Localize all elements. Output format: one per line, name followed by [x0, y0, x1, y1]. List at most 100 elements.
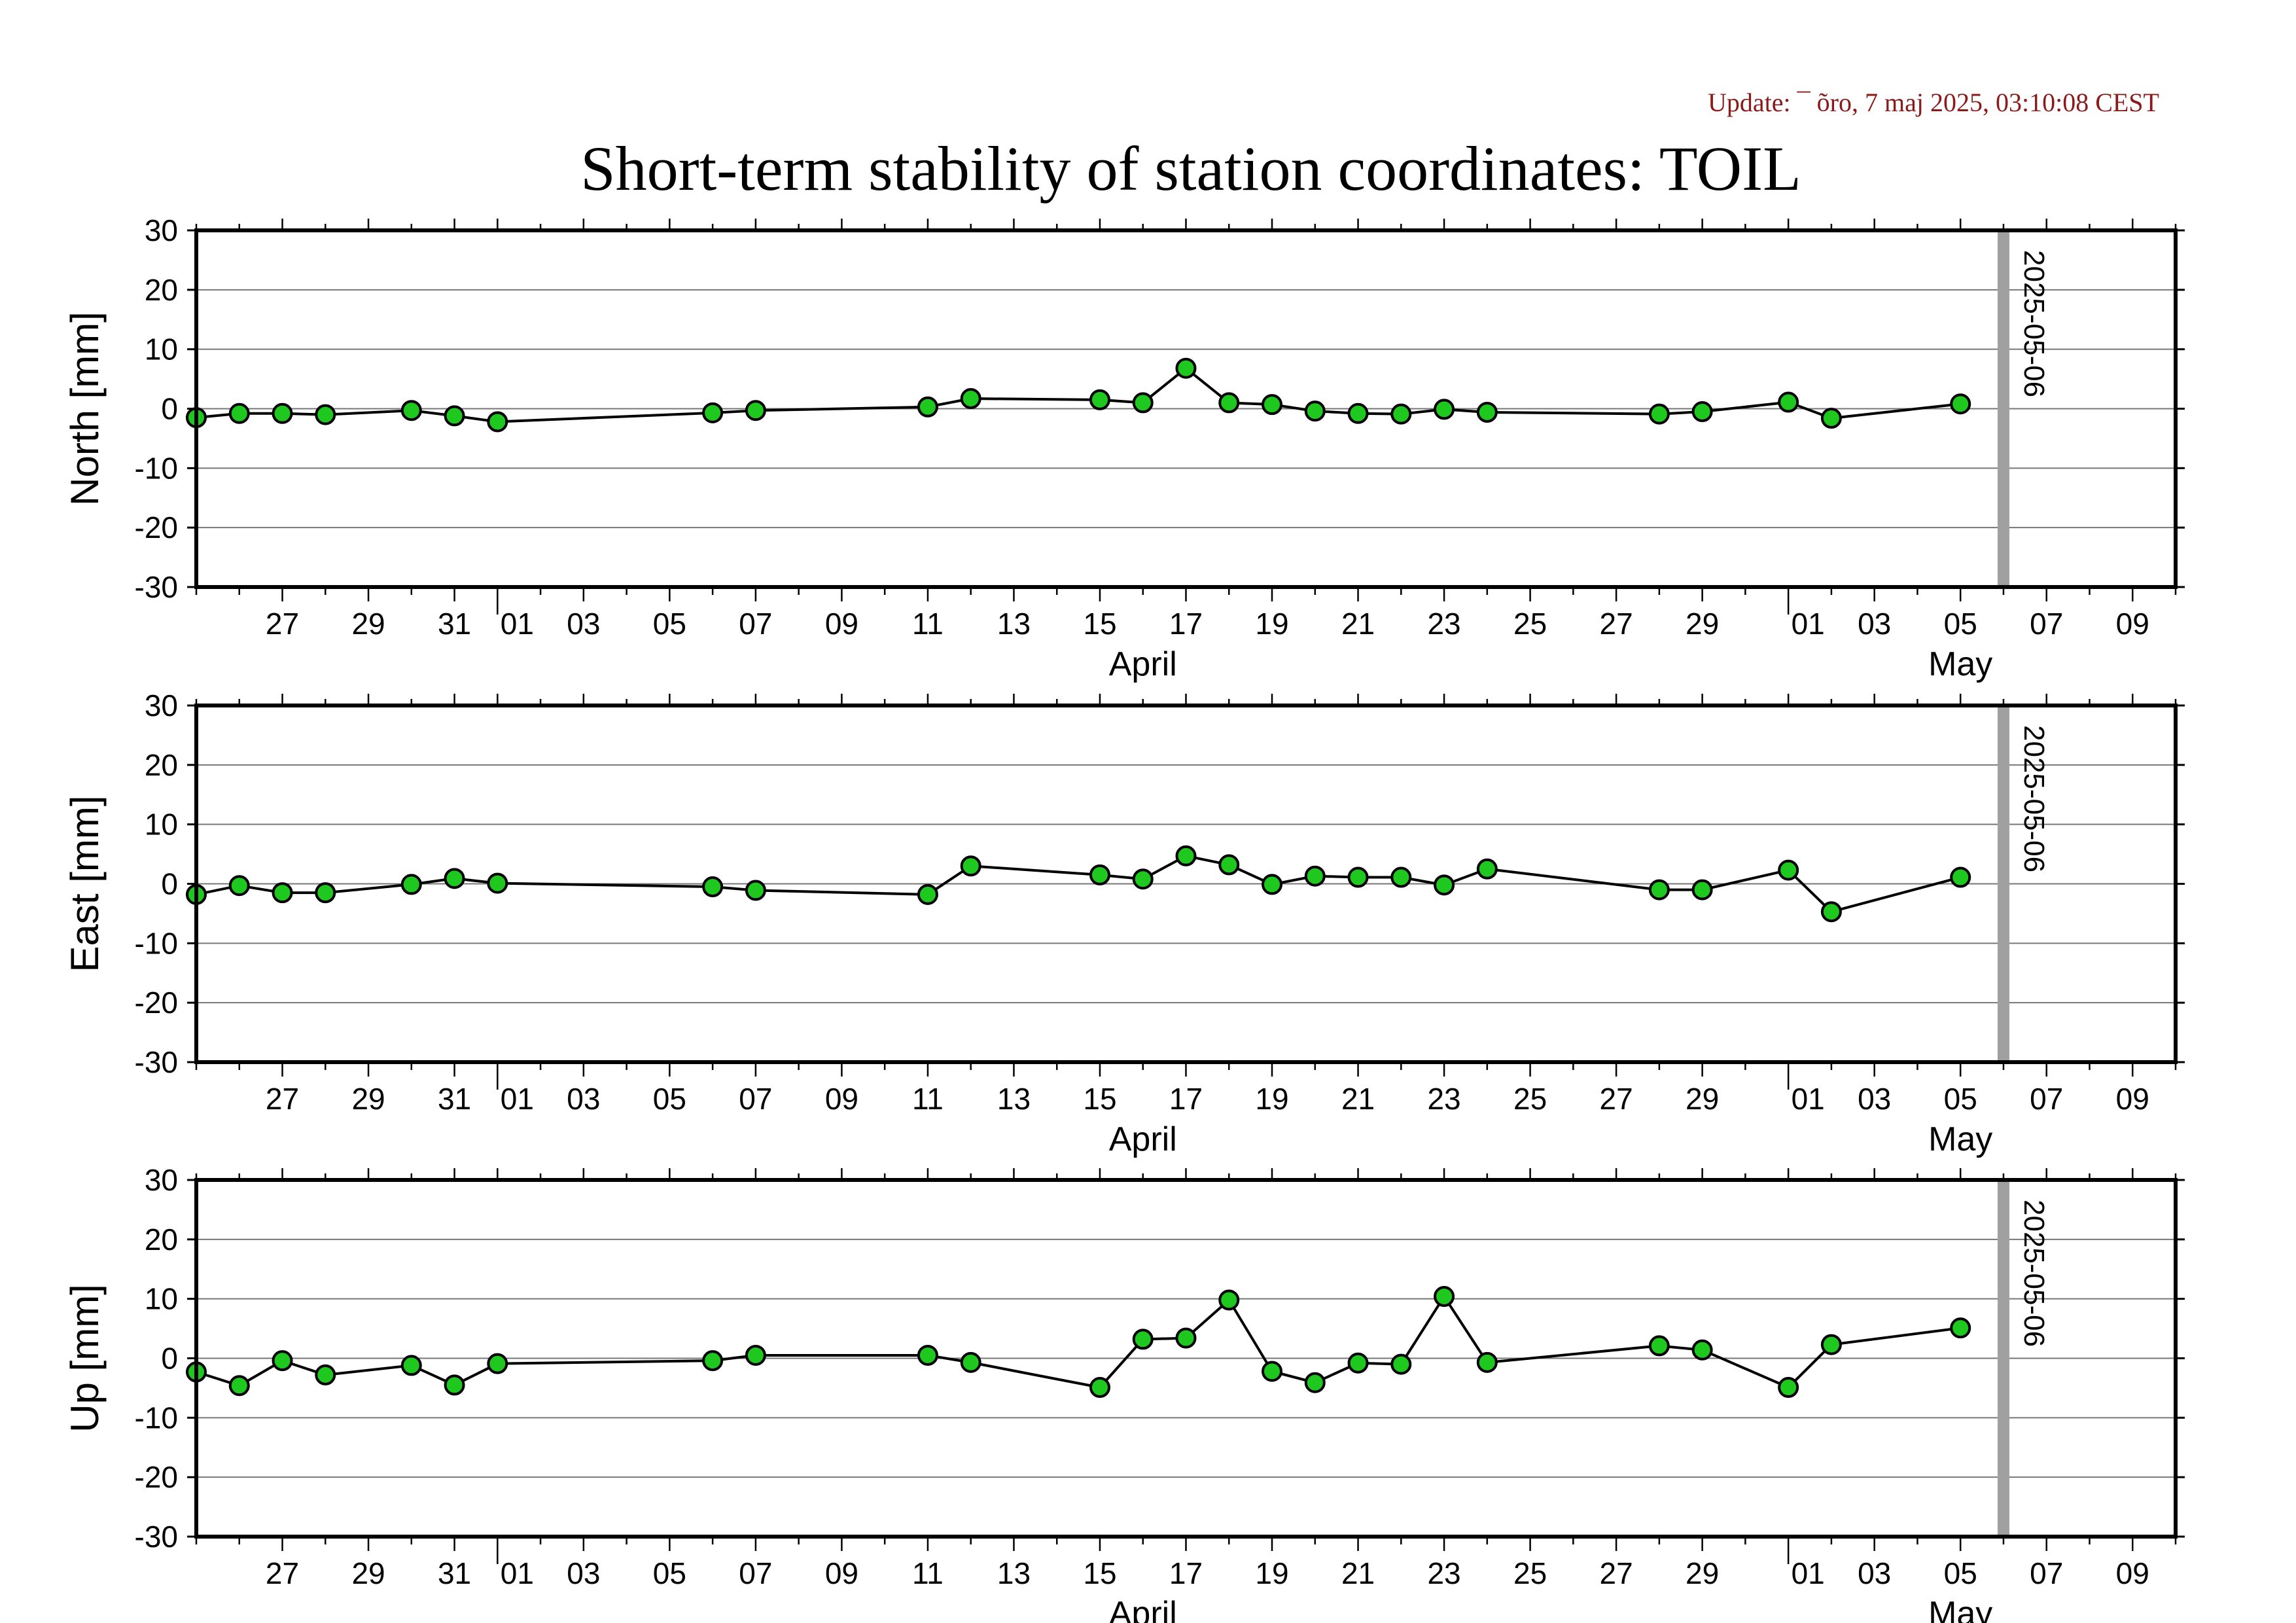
data-point — [917, 1344, 938, 1366]
x-tick-label: 01 — [501, 1082, 534, 1116]
data-point — [228, 402, 250, 424]
x-tick-label: 03 — [567, 607, 600, 641]
data-point — [1434, 1286, 1455, 1308]
x-tick-label: 07 — [2030, 607, 2063, 641]
x-tick-label: 03 — [567, 1556, 600, 1590]
data-point — [1304, 1372, 1326, 1393]
data-point — [1390, 403, 1412, 425]
x-tick-label: 07 — [2030, 1556, 2063, 1590]
y-tick-label: -10 — [135, 926, 178, 960]
x-tick-label: 07 — [2030, 1082, 2063, 1116]
data-point — [272, 402, 293, 424]
x-tick-label: 11 — [912, 1556, 944, 1590]
data-point — [1950, 1317, 1971, 1339]
x-tick-label: 11 — [912, 607, 944, 641]
x-tick-label: 23 — [1427, 1556, 1460, 1590]
data-point — [1262, 1361, 1283, 1382]
data-point — [1218, 854, 1240, 876]
x-tick-label: 13 — [997, 607, 1031, 641]
data-point — [1434, 874, 1455, 896]
x-tick-label: 29 — [1686, 1082, 1719, 1116]
y-tick-label: 0 — [161, 392, 178, 426]
x-tick-label: 21 — [1341, 1556, 1375, 1590]
data-point — [1390, 1353, 1412, 1375]
data-point — [1820, 901, 1842, 923]
month-label: April — [1109, 1595, 1177, 1623]
x-tick-label: 09 — [2116, 1082, 2149, 1116]
data-point — [315, 1364, 336, 1385]
x-tick-label: 31 — [438, 1082, 471, 1116]
x-tick-label: 15 — [1083, 607, 1116, 641]
data-point — [1950, 866, 1971, 888]
data-point — [1648, 879, 1670, 901]
x-tick-label: 01 — [1792, 607, 1825, 641]
x-tick-label: 07 — [739, 607, 772, 641]
data-point — [1390, 866, 1412, 888]
x-tick-label: 05 — [1944, 607, 1977, 641]
data-point — [1476, 1351, 1498, 1373]
y-tick-label: 0 — [161, 867, 178, 901]
data-point — [1175, 1327, 1197, 1349]
data-point — [315, 404, 336, 425]
x-tick-label: 19 — [1255, 1556, 1288, 1590]
x-tick-label: 21 — [1341, 1082, 1375, 1116]
data-point — [960, 388, 981, 410]
data-point — [1820, 1334, 1842, 1355]
x-tick-label: 05 — [653, 1082, 686, 1116]
x-tick-label: 27 — [266, 1082, 299, 1116]
y-tick-label: -10 — [135, 451, 178, 485]
x-tick-label: 31 — [438, 607, 471, 641]
data-point — [702, 876, 724, 898]
y-tick-label: 20 — [145, 748, 178, 782]
data-point — [1648, 403, 1670, 425]
y-tick-label: -30 — [135, 1045, 178, 1079]
data-point — [745, 880, 766, 901]
x-tick-label: 29 — [351, 1082, 385, 1116]
data-point — [228, 1375, 250, 1397]
x-tick-label: 09 — [2116, 1556, 2149, 1590]
x-tick-label: 01 — [1792, 1556, 1825, 1590]
x-tick-label: 31 — [438, 1556, 471, 1590]
data-point — [1262, 394, 1283, 416]
data-point — [400, 874, 422, 895]
data-point — [1347, 402, 1369, 424]
x-tick-label: 03 — [1858, 1556, 1891, 1590]
update-timestamp: Update: ¯ õro, 7 maj 2025, 03:10:08 CEST — [1708, 88, 2159, 117]
y-tick-label: 20 — [145, 273, 178, 307]
data-point — [1476, 401, 1498, 423]
y-tick-label: 30 — [145, 1163, 178, 1197]
month-label: April — [1109, 1120, 1177, 1158]
date-marker-label: 2025-05-06 — [2018, 1200, 2050, 1347]
x-tick-label: 17 — [1169, 1082, 1203, 1116]
x-tick-label: 07 — [739, 1082, 772, 1116]
data-point — [960, 1351, 981, 1373]
plot-frame — [194, 1178, 2178, 1539]
data-point — [702, 1350, 724, 1372]
data-point — [1778, 859, 1799, 881]
data-point — [315, 882, 336, 904]
x-tick-label: 09 — [825, 1556, 858, 1590]
data-point — [1778, 391, 1799, 413]
y-axis-label: East [mm] — [63, 795, 107, 972]
data-point — [1304, 401, 1326, 422]
data-point — [1218, 392, 1240, 414]
x-tick-label: 01 — [1792, 1082, 1825, 1116]
x-tick-label: 17 — [1169, 1556, 1203, 1590]
y-tick-label: 30 — [145, 213, 178, 247]
x-tick-label: 13 — [997, 1556, 1031, 1590]
data-point — [1304, 865, 1326, 887]
x-tick-label: 23 — [1427, 1082, 1460, 1116]
y-axis-label: North [mm] — [63, 312, 107, 506]
y-tick-label: -30 — [135, 570, 178, 604]
month-label: May — [1928, 645, 1992, 683]
x-tick-label: 07 — [739, 1556, 772, 1590]
y-tick-label: 10 — [145, 332, 178, 366]
data-point — [1262, 874, 1283, 895]
y-tick-label: -20 — [135, 510, 178, 544]
data-point — [1175, 845, 1197, 866]
data-point — [272, 882, 293, 904]
x-tick-label: 29 — [351, 1556, 385, 1590]
